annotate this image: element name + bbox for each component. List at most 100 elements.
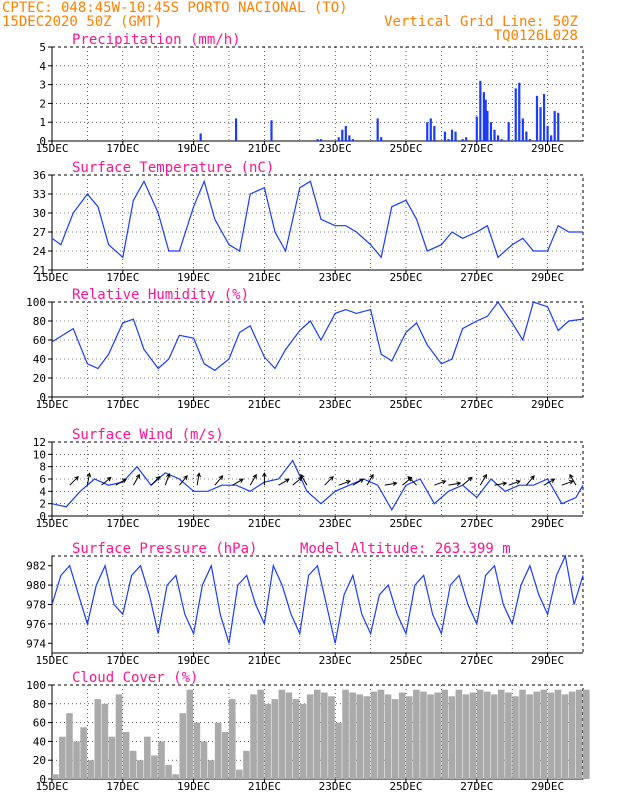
wind-arrow-shaft <box>86 473 90 486</box>
wind-arrow <box>462 476 473 486</box>
wind-arrow <box>300 473 308 486</box>
cloud-bar <box>94 699 102 779</box>
panel-frame <box>51 46 584 142</box>
wind-arrow <box>525 475 535 486</box>
cloud-bar <box>526 694 533 779</box>
x-tick-label: 27DEC <box>460 271 493 284</box>
cloud-bar <box>554 689 562 779</box>
panel-frame <box>51 441 584 517</box>
y-tick-label: 60 <box>33 334 46 347</box>
y-tick-label: 978 <box>26 599 46 612</box>
wind-arrow-head <box>502 481 508 486</box>
y-tick-label: 0 <box>39 391 46 404</box>
wind-arrow-head <box>369 473 374 479</box>
precip-bar <box>351 139 354 141</box>
cloud-bar <box>243 750 250 779</box>
precip-bar <box>348 135 351 141</box>
x-tick-label: 19DEC <box>177 271 210 284</box>
x-tick-label: 29DEC <box>531 654 564 667</box>
precip-bar <box>426 122 429 141</box>
panel-precip: 0 1 2 3 4 5 15DEC 17DEC 19DEC 21DEC 23DEC 25DEC 27DE… <box>35 32 584 155</box>
panel-press: 974 976 978 980 982 15DEC 17DEC 19DEC 21DEC 23DEC… <box>26 541 584 667</box>
wind-arrow <box>543 478 556 486</box>
wind-arrow <box>338 479 351 486</box>
precip-bar <box>319 139 323 141</box>
wind-arrow <box>86 472 92 486</box>
wind-arrow-shaft <box>508 480 521 486</box>
y-tick-label: 12 <box>33 436 46 449</box>
x-tick-label: 15DEC <box>35 271 68 284</box>
wind-arrow <box>508 479 521 486</box>
y-tick-label: 4 <box>39 485 46 498</box>
cloud-bar <box>568 691 576 779</box>
cloud-bar <box>122 732 130 779</box>
wind-arrow-head <box>155 475 161 481</box>
y-tick-label: 10 <box>33 448 46 461</box>
x-tick-label: 23DEC <box>319 654 352 667</box>
cloud-bar <box>278 689 286 779</box>
y-tick-label: 4 <box>39 60 46 73</box>
wind-arrow <box>324 475 334 486</box>
rh-series-line <box>51 300 584 372</box>
wind-arrow-shaft <box>543 478 555 486</box>
precip-bar <box>507 122 510 141</box>
wind-arrow-shaft <box>338 480 351 486</box>
wind-arrow-shaft <box>407 476 417 486</box>
y-tick-label: 982 <box>26 560 46 573</box>
precip-bar <box>450 129 454 141</box>
cloud-bar <box>575 689 583 779</box>
x-tick-label: 25DEC <box>389 398 422 411</box>
wind-arrow-head <box>550 478 556 483</box>
x-tick-label: 27DEC <box>460 142 493 155</box>
precip-bar <box>493 129 496 141</box>
wind-arrow-head <box>530 475 535 480</box>
cloud-bar <box>519 689 526 779</box>
panel-title: Relative Humidity (%) <box>72 287 249 303</box>
x-tick-label: 27DEC <box>460 780 493 793</box>
wind-arrow-head <box>467 476 473 482</box>
wind-arrow-shaft <box>115 478 127 486</box>
wind-arrow-shaft <box>196 473 200 486</box>
precip-bar <box>546 125 549 141</box>
wind-arrow-head <box>441 479 447 485</box>
cloud-bar <box>306 694 314 779</box>
cloud-bar <box>250 694 257 779</box>
cloud-bar <box>207 760 215 779</box>
cloud-bar <box>448 696 456 779</box>
panel-temp: 21 24 27 30 33 36 15DEC 17DEC 19DEC 21DEC 23DEC 25D… <box>33 160 584 284</box>
x-tick-label: 23DEC <box>319 398 352 411</box>
cloud-bar <box>533 691 541 779</box>
wind-arrow-head <box>135 473 140 479</box>
wind-arrow-head <box>106 476 112 482</box>
precip-bar <box>433 125 436 141</box>
wind-arrow <box>179 475 188 486</box>
precip-bar <box>344 125 347 141</box>
wind-arrow-head <box>456 481 462 486</box>
cloud-bar <box>80 727 87 779</box>
cloud-bar <box>87 760 94 779</box>
header-location: CPTEC: 048:45W-10:45S PORTO NACIONAL (TO… <box>2 0 348 16</box>
panel-title: Surface Temperature (nC) <box>72 160 274 176</box>
precip-bar <box>199 133 202 141</box>
press-series-line <box>51 554 584 644</box>
wind-arrow-head <box>218 475 224 480</box>
cloud-bar <box>129 750 137 779</box>
wind-arrow-shaft <box>101 477 112 486</box>
precip-bar <box>337 137 340 141</box>
cloud-bar <box>271 699 279 779</box>
precip-bar <box>486 110 489 141</box>
wind-arrow-head <box>284 478 290 483</box>
wind-arrow <box>278 478 290 486</box>
y-tick-label: 40 <box>33 353 46 366</box>
wind-arrow-head <box>74 475 79 481</box>
wind-arrow-shaft <box>249 474 257 486</box>
y-tick-label: 976 <box>26 618 46 631</box>
panel-cloud: 0 20 40 60 80 100 15DEC 17DEC 19DEC 21DEC 23DEC 25D… <box>26 670 590 793</box>
x-tick-label: 17DEC <box>106 271 139 284</box>
x-tick-label: 17DEC <box>106 398 139 411</box>
cloud-bar <box>384 694 392 779</box>
wind-arrow-shaft <box>448 482 461 486</box>
wind-arrow <box>434 479 447 486</box>
